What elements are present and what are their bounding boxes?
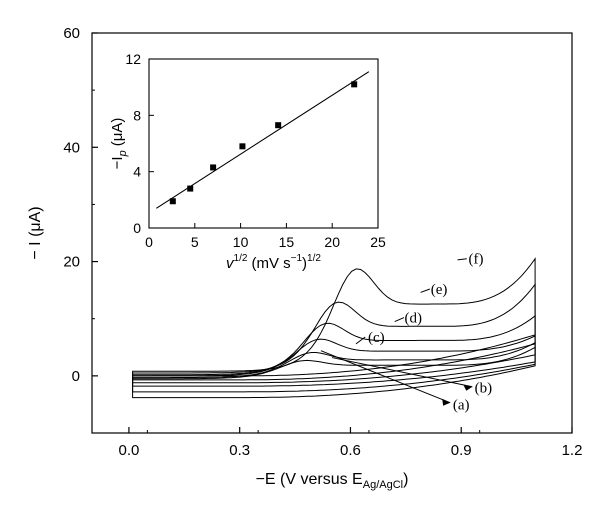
y-axis-title: − I (μA) (27, 206, 44, 259)
y-tick-label: 40 (63, 139, 80, 156)
inset-x-tick-label: 0 (145, 234, 153, 250)
x-axis-title: −E (V versus EAg/AgCl) (256, 471, 409, 491)
arrow-a (320, 350, 451, 404)
inset-y-axis-title: −Ip(μA) (109, 118, 129, 170)
cv-curve-b (132, 341, 536, 393)
curve-label-d: (d) (404, 311, 422, 327)
inset-y-tick-label: 12 (125, 51, 141, 67)
inset-fit-line (156, 71, 370, 209)
inset-chart: 0 5 10 15 20 25 0 4 8 12 v1/2 (mV s−1)1/2 −Ip(μA) (109, 51, 386, 272)
inset-x-tick-label: 25 (370, 234, 386, 250)
inset-data-point (275, 122, 282, 129)
inset-x-tick-label: 10 (233, 234, 249, 250)
inset-x-tick-label: 20 (324, 234, 340, 250)
x-tick-label: 0.9 (451, 442, 472, 459)
cv-curve-f (132, 257, 536, 377)
inset-y-tick-label: 8 (133, 107, 141, 123)
inset-data-point (351, 81, 358, 88)
x-tick-label: 1.2 (562, 442, 583, 459)
arrowhead-b (463, 384, 473, 391)
main-plot-frame (91, 32, 573, 434)
x-tick-label: 0.3 (229, 442, 250, 459)
inset-y-tick-label: 4 (133, 164, 141, 180)
curve-label-a: (a) (453, 397, 470, 413)
y-tick-label: 60 (63, 25, 80, 42)
cv-curve-a (132, 346, 536, 399)
inset-x-axis-title: v1/2 (mV s−1)1/2 (226, 253, 321, 272)
inset-x-tick-label: 15 (279, 234, 295, 250)
curve-label-f: (f) (469, 252, 484, 268)
inset-data-point (239, 143, 246, 150)
inset-x-tick-label: 5 (191, 234, 199, 250)
leader-e (420, 288, 431, 293)
inset-data-point (169, 198, 176, 205)
inset-data-point (187, 185, 194, 192)
leader-c (355, 336, 366, 345)
y-tick-label: 20 (63, 254, 80, 271)
arrow-b (331, 357, 473, 388)
curve-label-c: (c) (368, 330, 385, 346)
inset-plot-frame (148, 58, 379, 229)
x-tick-label: 0.0 (118, 442, 139, 459)
x-tick-label: 0.6 (340, 442, 361, 459)
inset-y-tick-label: 0 (133, 220, 141, 236)
leader-f (457, 258, 467, 261)
curve-label-b: (b) (475, 380, 493, 396)
y-tick-label: 0 (72, 368, 80, 385)
curve-label-e: (e) (431, 282, 448, 298)
leader-d (394, 317, 405, 323)
arrowhead-a (442, 398, 451, 406)
inset-data-point (210, 164, 217, 171)
